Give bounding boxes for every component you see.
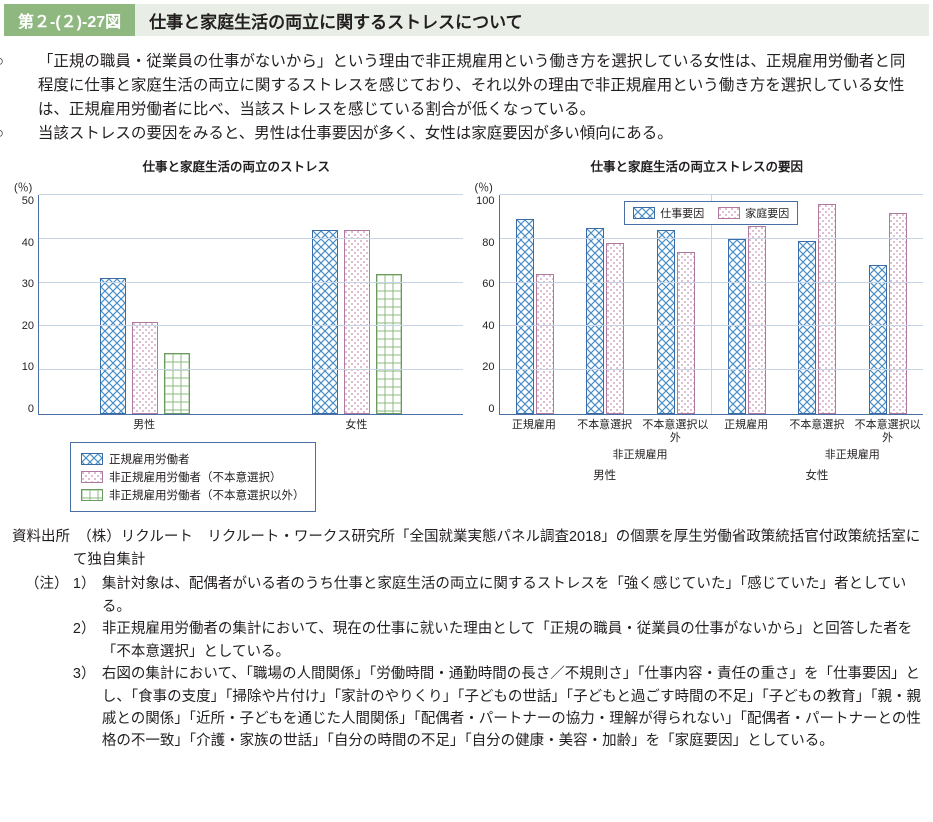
note-row: 3）右図の集計において、「職場の人間関係」「労働時間・通勤時間の長さ／不規則さ」… bbox=[12, 663, 921, 753]
bar-work bbox=[586, 228, 604, 414]
right-x-axis-categories: 正規雇用不本意選択不本意選択以外正規雇用不本意選択不本意選択以外 bbox=[499, 415, 924, 445]
bar-nonreg_oth bbox=[164, 353, 190, 414]
charts-row: 仕事と家庭生活の両立のストレス (％) 50403020100 男性女性 正規雇… bbox=[4, 156, 929, 512]
x-label: 不本意選択以外 bbox=[640, 415, 711, 445]
bar-home bbox=[677, 252, 695, 414]
bar-group bbox=[782, 195, 853, 414]
legend-item: 仕事要因 bbox=[633, 205, 704, 221]
bar-group bbox=[39, 195, 251, 414]
note-row: （注）1）集計対象は、配偶者がいる者のうち仕事と家庭生活の両立に関するストレスを… bbox=[12, 573, 921, 618]
legend-item: 正規雇用労働者 bbox=[81, 451, 305, 467]
x-sublabel bbox=[711, 445, 782, 462]
bar-home bbox=[889, 213, 907, 414]
right-legend: 仕事要因家庭要因 bbox=[624, 201, 798, 225]
x-sublabel bbox=[499, 445, 570, 462]
x-label: 不本意選択 bbox=[782, 415, 853, 445]
right-chart: 仕事と家庭生活の両立ストレスの要因 (％) 100806040200 仕事要因家… bbox=[471, 156, 924, 512]
legend-item: 家庭要因 bbox=[718, 205, 789, 221]
bar-nonreg_oth bbox=[376, 274, 402, 414]
bar-group bbox=[711, 195, 782, 414]
bar-work bbox=[869, 265, 887, 414]
left-legend: 正規雇用労働者非正規雇用労働者（不本意選択） 非正規雇用労働者（不本意選択以外） bbox=[70, 442, 316, 512]
notes-block: （注）1）集計対象は、配偶者がいる者のうち仕事と家庭生活の両立に関するストレスを… bbox=[12, 573, 921, 753]
x-label: 女性 bbox=[250, 415, 462, 432]
right-chart-title: 仕事と家庭生活の両立ストレスの要因 bbox=[471, 156, 924, 175]
bar-group bbox=[852, 195, 923, 414]
bar-home bbox=[748, 226, 766, 414]
bar-nonreg_inv bbox=[344, 230, 370, 414]
note-row: 2）非正規雇用労働者の集計において、現在の仕事に就いた理由として「正規の職員・従… bbox=[12, 618, 921, 663]
bar-home bbox=[818, 204, 836, 414]
right-x-axis-subgroups: 非正規雇用 非正規雇用 bbox=[499, 445, 924, 462]
x-supergroup: 女性 bbox=[711, 463, 923, 483]
legend-item: 非正規雇用労働者（不本意選択） bbox=[81, 469, 305, 485]
right-x-axis-supergroups: 男性女性 bbox=[499, 463, 924, 483]
left-chart: 仕事と家庭生活の両立のストレス (％) 50403020100 男性女性 正規雇… bbox=[10, 156, 463, 512]
bar-group bbox=[251, 195, 463, 414]
bullet-1: ○「正規の職員・従業員の仕事がないから」という理由で非正規雇用という働き方を選択… bbox=[10, 50, 919, 122]
right-y-unit: (％) bbox=[475, 179, 924, 195]
bar-nonreg_inv bbox=[132, 322, 158, 414]
bar-regular bbox=[100, 278, 126, 414]
left-x-axis: 男性女性 bbox=[38, 415, 463, 432]
summary-bullets: ○「正規の職員・従業員の仕事がないから」という理由で非正規雇用という働き方を選択… bbox=[10, 50, 919, 146]
left-y-unit: (％) bbox=[14, 179, 463, 195]
figure-title: 仕事と家庭生活の両立に関するストレスについて bbox=[135, 4, 929, 36]
figure-number: 第２-(２)-27図 bbox=[4, 4, 135, 36]
x-label: 正規雇用 bbox=[499, 415, 570, 445]
left-plot-area bbox=[38, 195, 463, 415]
x-label: 不本意選択以外 bbox=[852, 415, 923, 445]
x-sublabel: 非正規雇用 bbox=[569, 445, 711, 462]
bar-work bbox=[798, 241, 816, 414]
bar-work bbox=[657, 230, 675, 414]
figure-header: 第２-(２)-27図 仕事と家庭生活の両立に関するストレスについて bbox=[4, 4, 929, 36]
left-chart-title: 仕事と家庭生活の両立のストレス bbox=[10, 156, 463, 175]
x-label: 男性 bbox=[38, 415, 250, 432]
bar-home bbox=[536, 274, 554, 414]
x-label: 正規雇用 bbox=[711, 415, 782, 445]
legend-item: 非正規雇用労働者（不本意選択以外） bbox=[81, 487, 305, 503]
x-label: 不本意選択 bbox=[569, 415, 640, 445]
right-y-axis: 100806040200 bbox=[471, 195, 499, 415]
bar-group bbox=[570, 195, 641, 414]
bar-work bbox=[728, 239, 746, 414]
bullet-2: ○当該ストレスの要因をみると、男性は仕事要因が多く、女性は家庭要因が多い傾向にあ… bbox=[10, 122, 919, 146]
bar-group bbox=[641, 195, 712, 414]
right-plot-area: 仕事要因家庭要因 bbox=[499, 195, 924, 415]
bar-home bbox=[606, 243, 624, 414]
bar-regular bbox=[312, 230, 338, 414]
bar-group bbox=[500, 195, 571, 414]
x-supergroup: 男性 bbox=[499, 463, 711, 483]
left-y-axis: 50403020100 bbox=[10, 195, 38, 415]
source-line: 資料出所 （株）リクルート リクルート・ワークス研究所「全国就業実態パネル調査2… bbox=[12, 526, 921, 571]
bar-work bbox=[516, 219, 534, 414]
x-sublabel: 非正規雇用 bbox=[782, 445, 924, 462]
